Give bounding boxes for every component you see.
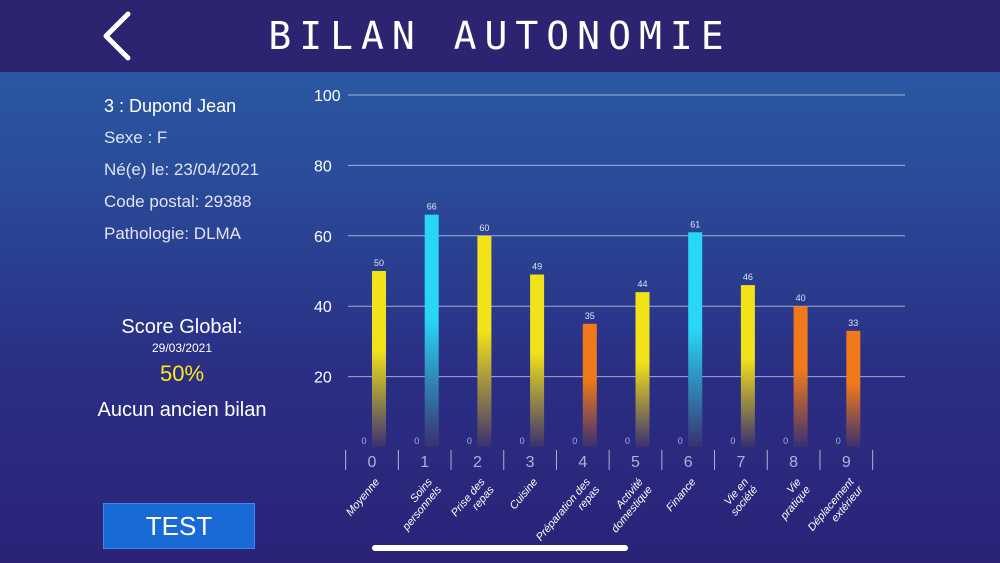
patient-pathology: Pathologie: DLMA bbox=[104, 224, 242, 243]
page-title: BILAN AUTONOMIE bbox=[268, 14, 732, 58]
base-label: 0 bbox=[467, 436, 472, 446]
category-name-line: Moyenne bbox=[344, 476, 382, 518]
data-label: 49 bbox=[532, 262, 542, 272]
patient-birth-date: Né(e) le: 23/04/2021 bbox=[104, 160, 259, 179]
global-score: Score Global: 29/03/2021 50% Aucun ancie… bbox=[80, 316, 284, 422]
bar bbox=[582, 323, 597, 447]
x-tick-label: 6 bbox=[684, 454, 693, 471]
base-label: 0 bbox=[783, 436, 788, 446]
category-name-label: Cuisine bbox=[508, 476, 541, 512]
back-button[interactable] bbox=[96, 8, 144, 64]
x-tick-label: 9 bbox=[842, 454, 851, 471]
data-label: 60 bbox=[479, 223, 489, 233]
data-label: 61 bbox=[690, 219, 700, 229]
category-name-label: Vie ensociété bbox=[720, 476, 761, 518]
category-name-label: Viepratique bbox=[769, 476, 814, 523]
bar bbox=[530, 274, 545, 447]
data-label: 33 bbox=[848, 318, 858, 328]
bar bbox=[740, 285, 755, 447]
base-label: 0 bbox=[520, 436, 525, 446]
base-label: 0 bbox=[836, 436, 841, 446]
bar bbox=[846, 330, 861, 447]
x-tick-label: 5 bbox=[631, 454, 640, 471]
category-name-label: Activitédomestique bbox=[600, 476, 655, 535]
x-tick-label: 1 bbox=[420, 454, 429, 471]
base-label: 0 bbox=[730, 436, 735, 446]
patient-info: 3 : Dupond Jean Sexe : F Né(e) le: 23/04… bbox=[104, 96, 324, 255]
base-label: 0 bbox=[361, 436, 366, 446]
no-history-text: Aucun ancien bilan bbox=[97, 399, 267, 421]
y-tick-label: 100 bbox=[314, 88, 341, 105]
base-label: 0 bbox=[414, 436, 419, 446]
y-tick-label: 40 bbox=[314, 299, 332, 316]
chevron-left-icon bbox=[103, 11, 131, 61]
patient-postal-code: Code postal: 29388 bbox=[104, 192, 252, 211]
header-bar: BILAN AUTONOMIE bbox=[0, 0, 1000, 72]
patient-name: 3 : Dupond Jean bbox=[104, 96, 237, 116]
bar bbox=[477, 235, 492, 447]
data-label: 66 bbox=[427, 202, 437, 212]
home-indicator[interactable] bbox=[372, 545, 628, 551]
score-date: 29/03/2021 bbox=[151, 341, 213, 355]
data-label: 46 bbox=[743, 272, 753, 282]
score-value: 50% bbox=[159, 361, 205, 386]
base-label: 0 bbox=[625, 436, 630, 446]
x-tick-label: 4 bbox=[578, 454, 587, 471]
score-label: Score Global: bbox=[121, 316, 243, 338]
bar bbox=[688, 232, 703, 447]
test-button[interactable]: TEST bbox=[103, 503, 255, 549]
category-name-label: Soinspersonnels bbox=[391, 476, 445, 534]
category-name-label: Prise desrepas bbox=[449, 476, 497, 527]
data-label: 35 bbox=[585, 311, 595, 321]
patient-sex: Sexe : F bbox=[104, 128, 168, 147]
base-label: 0 bbox=[572, 436, 577, 446]
x-tick-label: 8 bbox=[789, 454, 798, 471]
data-label: 50 bbox=[374, 258, 384, 268]
data-label: 40 bbox=[796, 293, 806, 303]
bar bbox=[635, 292, 650, 447]
x-tick-label: 2 bbox=[473, 454, 482, 471]
x-tick-label: 3 bbox=[526, 454, 535, 471]
bar bbox=[372, 271, 386, 447]
x-tick-label: 0 bbox=[368, 454, 377, 471]
bar bbox=[793, 306, 808, 447]
y-tick-label: 60 bbox=[314, 229, 332, 246]
y-tick-label: 80 bbox=[314, 158, 332, 175]
category-name-label: Déplacementextérieur bbox=[806, 475, 867, 541]
category-name-label: Finance bbox=[664, 476, 698, 514]
category-name-label: Préparation desrepas bbox=[534, 476, 603, 548]
base-label: 0 bbox=[678, 436, 683, 446]
category-name-label: Moyenne bbox=[344, 476, 382, 518]
category-name-line: Finance bbox=[664, 476, 698, 514]
data-label: 44 bbox=[637, 279, 647, 289]
bar bbox=[424, 214, 439, 447]
x-tick-label: 7 bbox=[736, 454, 745, 471]
y-tick-label: 20 bbox=[314, 370, 332, 387]
category-name-line: Cuisine bbox=[508, 476, 541, 512]
bar-chart: 204060801005000Moyenne6601Soinspersonnel… bbox=[314, 88, 905, 548]
